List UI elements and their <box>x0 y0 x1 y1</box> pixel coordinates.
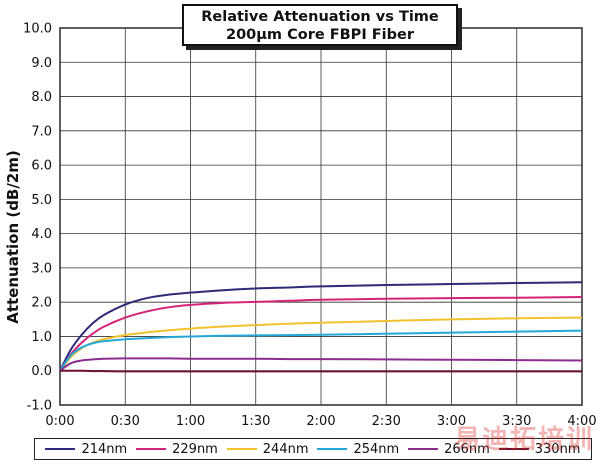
x-tick-label: 0:30 <box>111 414 140 429</box>
chart-title-box: Relative Attenuation vs Time 200µm Core … <box>182 4 458 46</box>
series-line-214nm <box>59 281 583 372</box>
y-tick-label: 0.0 <box>31 364 52 379</box>
x-tick-label: 1:00 <box>176 414 205 429</box>
y-tick-label: 10.0 <box>23 22 52 37</box>
x-tick-label: 1:30 <box>241 414 270 429</box>
y-tick-label: 7.0 <box>31 124 52 139</box>
y-axis-label: Attenuation (dB/2m) <box>4 150 22 324</box>
legend: 214nm 229nm 244nm 254nm 266nm 330nm <box>34 438 592 460</box>
legend-label: 254nm <box>353 441 400 457</box>
y-tick-label: 6.0 <box>31 159 52 174</box>
y-tick-label: 5.0 <box>31 193 52 208</box>
legend-label: 229nm <box>172 441 218 457</box>
legend-label: 330nm <box>534 441 581 457</box>
legend-label: 266nm <box>444 441 490 457</box>
legend-item-214nm: 214nm <box>45 442 127 457</box>
chart-title: Relative Attenuation vs Time <box>201 9 439 25</box>
legend-swatch <box>498 448 529 450</box>
y-tick-label: 2.0 <box>31 296 52 311</box>
y-tick-label: -1.0 <box>27 399 52 414</box>
series-line-266nm <box>59 357 583 372</box>
legend-swatch <box>317 448 348 450</box>
y-tick-label: 1.0 <box>31 330 52 345</box>
legend-label: 214nm <box>81 441 128 457</box>
legend-swatch <box>226 448 257 450</box>
legend-swatch <box>45 448 76 450</box>
series-line-229nm <box>59 296 583 372</box>
legend-swatch <box>136 448 167 450</box>
y-tick-label: 9.0 <box>31 56 52 71</box>
x-tick-label: 2:30 <box>372 414 401 429</box>
legend-item-330nm: 330nm <box>498 441 581 457</box>
y-tick-label: 3.0 <box>31 261 52 276</box>
x-tick-label: 3:00 <box>437 414 466 429</box>
legend-item-229nm: 229nm <box>136 442 218 457</box>
legend-swatch <box>408 448 439 450</box>
legend-item-266nm: 266nm <box>408 442 490 457</box>
legend-item-244nm: 244nm <box>226 441 309 457</box>
x-tick-label: 2:00 <box>306 414 335 429</box>
x-tick-label: 0:00 <box>45 414 74 429</box>
chart-subtitle: 200µm Core FBPI Fiber <box>226 27 414 43</box>
y-tick-label: 4.0 <box>31 227 52 242</box>
x-tick-label: 4:00 <box>567 414 596 429</box>
series-layer <box>59 281 583 373</box>
series-line-254nm <box>59 329 583 372</box>
x-tick-label: 3:30 <box>502 414 531 429</box>
legend-item-254nm: 254nm <box>317 442 399 457</box>
tick-layer: -1.0 0.0 1.0 2.0 3.0 4.0 5.0 6.0 7.0 8.0 9.0 10.0 0:… <box>23 22 597 430</box>
legend-label: 244nm <box>262 441 309 457</box>
grid-layer <box>59 27 583 406</box>
y-tick-label: 8.0 <box>31 90 52 105</box>
series-line-330nm <box>60 369 582 373</box>
